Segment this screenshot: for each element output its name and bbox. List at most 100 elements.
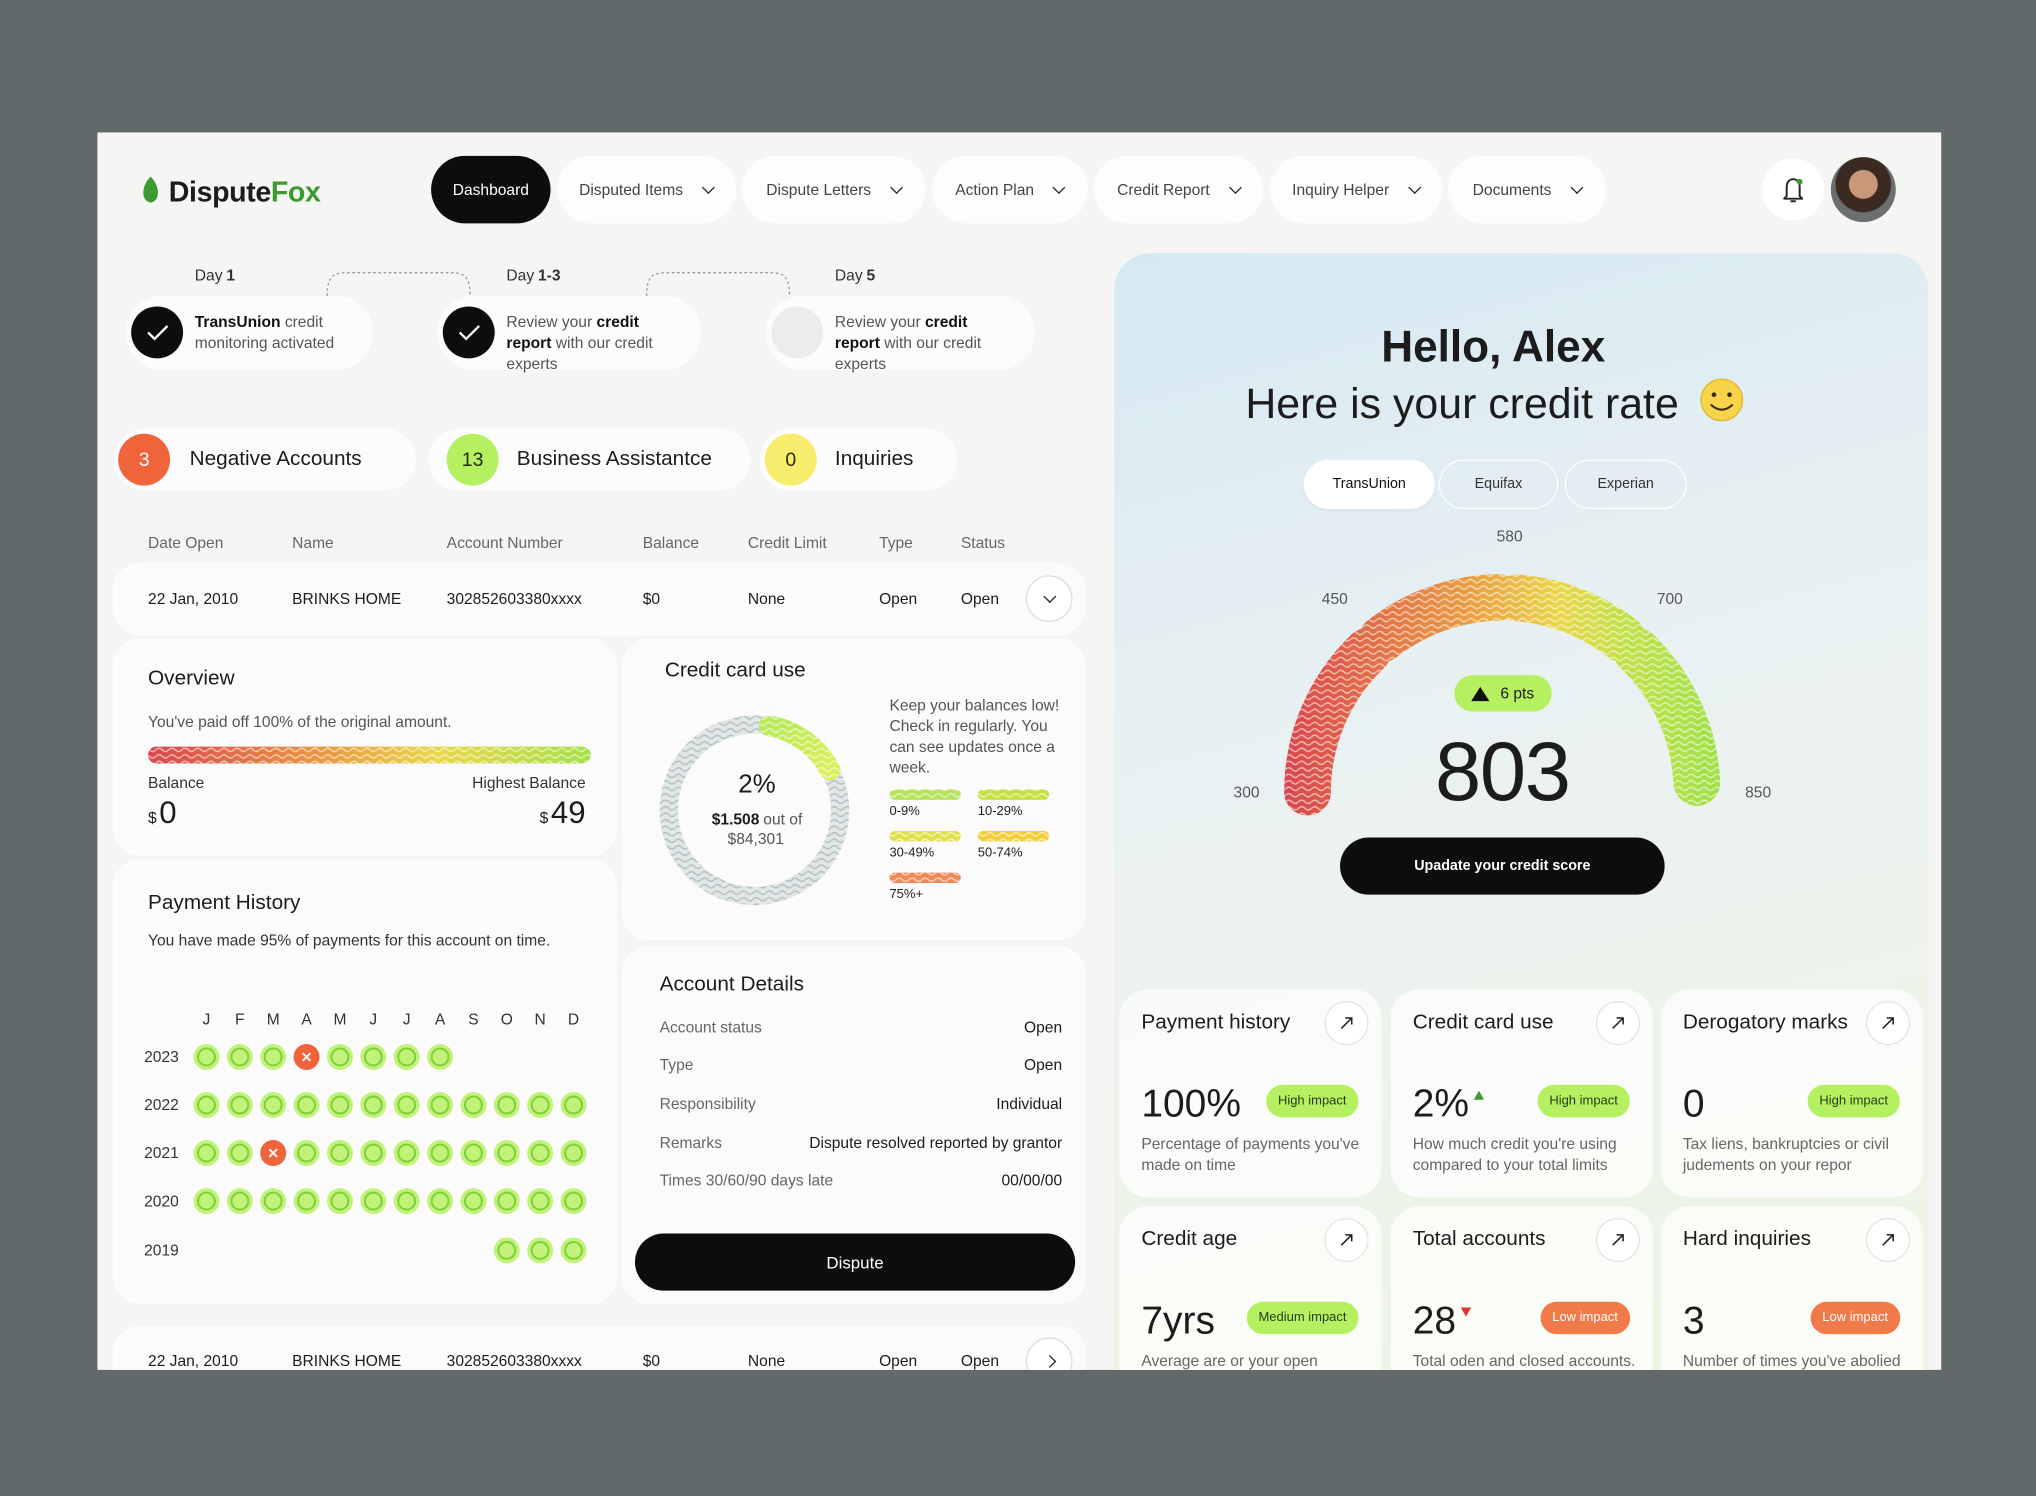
nav-item[interactable]: Inquiry Helper — [1269, 155, 1442, 224]
payment-history-text: You have made 95% of payments for this a… — [148, 931, 551, 950]
donut-arc-texture — [758, 715, 841, 781]
payment-dot-ring — [564, 1191, 584, 1211]
month-label: J — [202, 1010, 211, 1029]
impact-badge: High impact — [1266, 1084, 1359, 1118]
table-header: Account Number — [446, 533, 563, 552]
step-day-label: Day — [194, 266, 223, 285]
detail-label: Remarks — [659, 1133, 722, 1152]
payment-dot-ring — [497, 1240, 517, 1260]
payment-dot-ring — [497, 1191, 517, 1211]
counter-count: 0 — [764, 433, 817, 486]
table-cell: $0 — [642, 1351, 661, 1370]
step-status — [771, 306, 824, 359]
dispute-button[interactable]: Dispute — [634, 1233, 1076, 1291]
payment-dot-ring — [530, 1143, 550, 1163]
nav-item[interactable]: Dashboard — [431, 155, 551, 224]
table-cell: BRINKS HOME — [292, 589, 402, 608]
nav-chevron — [1052, 180, 1066, 194]
nav-label: Documents — [1472, 180, 1552, 199]
factor-desc: Total oden and closed accounts. — [1412, 1351, 1636, 1370]
factor-value: 7yrs — [1141, 1299, 1215, 1343]
row-expand-button[interactable] — [1025, 575, 1073, 622]
payment-dot-ring — [230, 1095, 250, 1115]
payment-dot-ring — [363, 1191, 383, 1211]
nav-item[interactable]: Dispute Letters — [741, 155, 926, 224]
step-text: TransUnion credit monitoring activated — [195, 312, 348, 354]
avatar[interactable] — [1830, 157, 1896, 223]
bureau-tab[interactable]: Experian — [1564, 459, 1687, 510]
nav-chevron — [1228, 180, 1242, 194]
nav-item[interactable]: Action Plan — [931, 155, 1088, 224]
payment-dot-ring — [230, 1047, 250, 1067]
month-label: F — [235, 1010, 245, 1029]
chevron — [1042, 589, 1056, 603]
payment-dot-ring — [497, 1143, 517, 1163]
year-label: 2023 — [144, 1047, 179, 1067]
nav-chevron — [1570, 180, 1584, 194]
notification-button[interactable] — [1762, 158, 1825, 221]
table-header: Name — [292, 533, 334, 552]
month-label: N — [534, 1010, 546, 1029]
card-use-tip: Keep your balances low! Check in regular… — [889, 695, 1060, 777]
nav-item[interactable]: Credit Report — [1093, 155, 1264, 224]
payment-dot-ring — [263, 1095, 283, 1115]
counter-count: 3 — [118, 433, 171, 486]
factor-title: Hard inquiries — [1682, 1228, 1812, 1251]
month-label: D — [567, 1010, 580, 1029]
factor-desc: How much credit you're using compared to… — [1412, 1134, 1617, 1174]
up-triangle — [1471, 686, 1490, 701]
factor-value-wrap: 0 — [1683, 1083, 1705, 1127]
step-day-label: Day — [834, 266, 863, 285]
account-details-title: Account Details — [659, 973, 804, 996]
payment-dot-ring — [330, 1191, 350, 1211]
card-use-title: Credit card use — [664, 659, 806, 682]
subtitle: Here is your credit rate — [1245, 379, 1679, 428]
payment-history-title: Payment History — [148, 892, 301, 915]
year-label: 2020 — [144, 1191, 179, 1211]
bureau-tab[interactable]: TransUnion — [1303, 459, 1435, 510]
table-cell: $0 — [642, 589, 661, 608]
late-icon — [302, 1052, 312, 1062]
detail-label: Type — [659, 1055, 694, 1074]
arrow-icon — [1882, 1234, 1894, 1246]
row-expand-button[interactable] — [1025, 1337, 1073, 1370]
legend-label: 0-9% — [889, 804, 920, 819]
logo-accent: Fox — [270, 175, 321, 208]
balance-value: 0 — [159, 795, 177, 832]
score-change-text: 6 pts — [1500, 684, 1535, 703]
step-text-part: Review your — [834, 312, 925, 332]
gauge-tick-label: 700 — [1656, 589, 1683, 608]
payment-dot-ring — [196, 1047, 216, 1067]
payment-history-card — [114, 860, 616, 1303]
factor-value-wrap: 28 — [1413, 1300, 1472, 1344]
nav-chevron — [701, 180, 715, 194]
step-connector — [645, 272, 791, 297]
detail-label: Responsibility — [659, 1094, 756, 1113]
payment-dot-ring — [196, 1191, 216, 1211]
table-row — [114, 564, 1085, 634]
legend-label: 75%+ — [889, 887, 924, 902]
step-day-value: 5 — [866, 266, 876, 285]
factor-desc: Percentage of payments you've made on ti… — [1141, 1134, 1360, 1174]
nav-item[interactable]: Documents — [1447, 155, 1607, 224]
factor-title: Total accounts — [1412, 1228, 1546, 1251]
table-header: Credit Limit — [747, 533, 827, 552]
table-cell: Open — [960, 1351, 999, 1370]
factor-title: Credit age — [1141, 1228, 1238, 1251]
chevron — [1042, 1354, 1056, 1368]
nav-label: Dashboard — [452, 180, 529, 199]
step-text-part: with our credit experts — [834, 333, 982, 373]
step-text-part: Review your — [506, 312, 597, 332]
payment-dot-ring — [363, 1143, 383, 1163]
payment-dot-ring — [330, 1047, 350, 1067]
payment-dot-ring — [230, 1143, 250, 1163]
nav-item[interactable]: Disputed Items — [556, 155, 736, 224]
table-cell: 22 Jan, 2010 — [148, 589, 239, 608]
table-header: Balance — [642, 533, 700, 552]
gauge-tick-label: 850 — [1745, 782, 1772, 802]
step-connector — [326, 272, 471, 297]
step-day: Day 5 — [835, 266, 875, 284]
update-score-button[interactable]: Upadate your credit score — [1340, 837, 1665, 895]
highest-label: Highest Balance — [472, 773, 586, 793]
bureau-tab[interactable]: Equifax — [1438, 459, 1559, 510]
